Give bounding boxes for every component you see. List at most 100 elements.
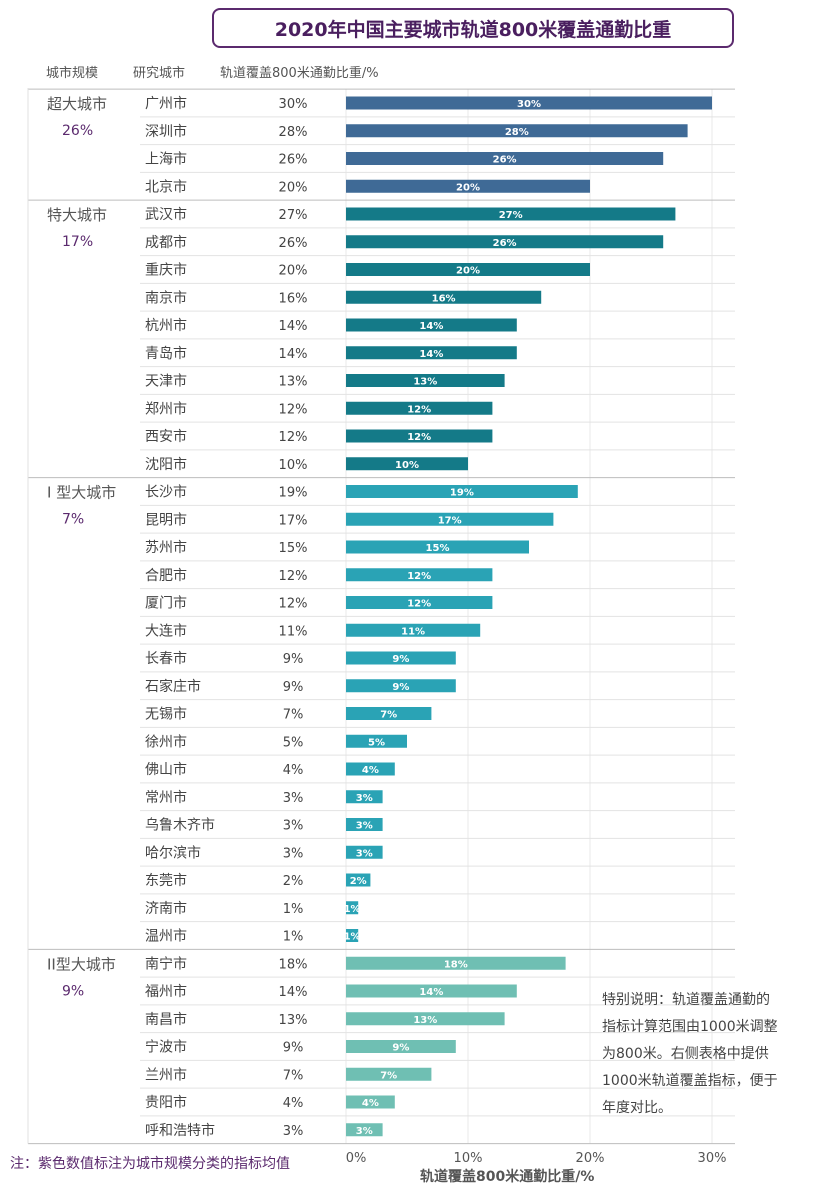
bar-data-label: 2% [350,876,367,887]
value-label: 14% [279,985,308,1000]
city-name: 济南市 [145,900,187,917]
city-name: 佛山市 [145,761,187,778]
bar [346,901,359,915]
tier-average: 17% [62,234,93,250]
bar-data-label: 5% [368,737,385,748]
bar-data-label: 4% [362,765,379,776]
bar-data-label: 9% [392,682,409,693]
bar-data-label: 14% [419,987,443,998]
city-name: 兰州市 [145,1066,187,1083]
bar-data-label: 3% [356,848,373,859]
bar-data-label: 9% [392,654,409,665]
value-label: 12% [279,402,308,417]
value-label: 1% [283,902,304,917]
bar [346,1067,432,1081]
city-name: 重庆市 [145,262,187,279]
bar [346,374,505,387]
value-label: 9% [283,652,304,667]
city-name: 石家庄市 [145,678,201,695]
bar [346,96,712,110]
tier-name: 特大城市 [47,206,107,224]
city-name: 福州市 [145,983,187,1000]
city-name: 郑州市 [145,400,187,417]
city-name: 昆明市 [145,511,187,528]
value-label: 13% [279,1013,308,1028]
city-name: 青岛市 [145,345,187,362]
city-name: 大连市 [145,622,187,639]
bar [346,346,517,360]
bar-data-label: 3% [356,793,373,804]
bar-data-label: 16% [432,293,456,304]
city-name: 贵阳市 [145,1094,187,1111]
value-label: 14% [279,319,308,334]
city-name: 东莞市 [145,872,187,889]
bar [346,651,456,665]
value-label: 14% [279,347,308,362]
value-label: 18% [279,957,308,972]
bar [346,818,383,831]
city-name: 宁波市 [145,1039,187,1056]
note-line: 特别说明：轨道覆盖通勤的 [602,992,770,1008]
city-name: 广州市 [145,95,187,112]
city-name: 长春市 [145,650,187,667]
bar-data-label: 3% [356,821,373,832]
value-label: 12% [279,597,308,612]
city-name: 天津市 [145,373,187,390]
tier-average: 26% [62,123,93,139]
bar [346,318,517,332]
value-label: 2% [283,874,304,889]
bar-data-label: 12% [407,599,431,610]
value-label: 26% [279,236,308,251]
value-label: 16% [279,291,308,306]
bar [346,623,481,637]
header-value: 轨道覆盖800米通勤比重/% [220,66,379,81]
bar-data-label: 10% [395,460,419,471]
bar [346,1040,456,1053]
value-label: 5% [283,735,304,750]
city-name: 西安市 [145,428,187,445]
value-label: 13% [279,375,308,390]
bar [346,179,590,193]
bar [346,734,407,748]
value-label: 9% [283,1041,304,1056]
value-label: 11% [279,624,308,639]
city-name: 常州市 [145,789,187,806]
bar-data-label: 11% [401,626,425,637]
city-name: 温州市 [145,928,187,945]
x-axis-title: 轨道覆盖800米通勤比重/% [420,1169,595,1185]
bar [346,707,432,720]
value-label: 3% [283,791,304,806]
header-city: 研究城市 [133,66,186,81]
bar [346,984,517,998]
city-name: 乌鲁木齐市 [145,817,215,834]
footnote: 注：紫色数值标注为城市规模分类的指标均值 [10,1156,290,1172]
tier-name: I 型大城市 [47,484,116,502]
bar-data-label: 20% [456,182,480,193]
bar [346,790,383,804]
city-name: 上海市 [145,151,187,168]
bar-data-label: 3% [356,1126,373,1137]
value-label: 7% [283,1068,304,1083]
tier-name: II型大城市 [47,955,116,973]
bar [346,263,590,276]
special-note: 特别说明：轨道覆盖通勤的 指标计算范围由1000米调整 为800米。右侧表格中提… [602,987,778,1122]
bar [346,401,493,415]
bar [346,929,359,942]
city-name: 成都市 [145,234,187,251]
tier-average: 7% [62,512,84,528]
value-label: 26% [279,153,308,168]
bar-data-label: 14% [419,321,443,332]
bar [346,512,554,526]
city-name: 南宁市 [145,955,187,972]
bar-data-label: 26% [493,238,517,249]
header-tier: 城市规模 [46,66,99,81]
city-name: 深圳市 [145,123,187,140]
bar [346,1123,383,1137]
bar-data-label: 7% [380,710,397,721]
bar [346,845,383,859]
value-label: 4% [283,1096,304,1111]
note-line: 指标计算范围由1000米调整 [602,1019,778,1035]
bar-data-label: 12% [407,571,431,582]
bar-data-label: 1% [344,904,361,915]
bar [346,596,493,609]
